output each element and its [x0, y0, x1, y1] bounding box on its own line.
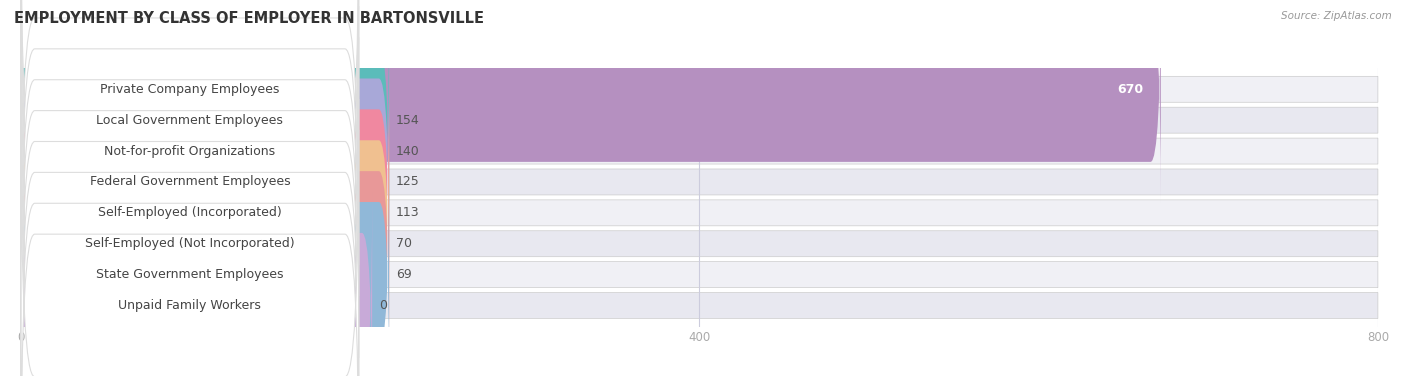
Text: 125: 125	[396, 176, 419, 188]
FancyBboxPatch shape	[21, 130, 359, 376]
FancyBboxPatch shape	[18, 100, 389, 326]
FancyBboxPatch shape	[21, 0, 359, 327]
FancyBboxPatch shape	[21, 138, 1378, 164]
Text: Federal Government Employees: Federal Government Employees	[90, 176, 290, 188]
Text: State Government Employees: State Government Employees	[96, 268, 284, 281]
FancyBboxPatch shape	[18, 193, 373, 376]
Text: Unpaid Family Workers: Unpaid Family Workers	[118, 299, 262, 312]
FancyBboxPatch shape	[21, 262, 1378, 288]
Text: EMPLOYMENT BY CLASS OF EMPLOYER IN BARTONSVILLE: EMPLOYMENT BY CLASS OF EMPLOYER IN BARTO…	[14, 11, 484, 26]
Text: Source: ZipAtlas.com: Source: ZipAtlas.com	[1281, 11, 1392, 21]
FancyBboxPatch shape	[21, 231, 1378, 257]
FancyBboxPatch shape	[21, 200, 1378, 226]
FancyBboxPatch shape	[18, 38, 389, 264]
Text: Local Government Employees: Local Government Employees	[97, 114, 283, 127]
FancyBboxPatch shape	[21, 76, 1378, 102]
FancyBboxPatch shape	[18, 162, 389, 376]
Text: Self-Employed (Incorporated): Self-Employed (Incorporated)	[98, 206, 281, 219]
Text: 154: 154	[396, 114, 419, 127]
Text: 670: 670	[1118, 83, 1144, 96]
FancyBboxPatch shape	[21, 169, 1378, 195]
FancyBboxPatch shape	[21, 107, 1378, 133]
FancyBboxPatch shape	[21, 0, 359, 265]
FancyBboxPatch shape	[21, 0, 359, 296]
FancyBboxPatch shape	[18, 8, 389, 233]
Text: 70: 70	[396, 237, 412, 250]
FancyBboxPatch shape	[21, 293, 1378, 318]
FancyBboxPatch shape	[21, 6, 359, 358]
Text: Not-for-profit Organizations: Not-for-profit Organizations	[104, 144, 276, 158]
FancyBboxPatch shape	[18, 0, 1161, 202]
Text: 113: 113	[396, 206, 419, 219]
Text: Self-Employed (Not Incorporated): Self-Employed (Not Incorporated)	[84, 237, 295, 250]
FancyBboxPatch shape	[18, 69, 389, 295]
FancyBboxPatch shape	[21, 37, 359, 376]
Text: 69: 69	[396, 268, 412, 281]
Text: 140: 140	[396, 144, 419, 158]
FancyBboxPatch shape	[21, 99, 359, 376]
FancyBboxPatch shape	[21, 68, 359, 376]
FancyBboxPatch shape	[18, 131, 389, 356]
Text: 0: 0	[380, 299, 387, 312]
Text: Private Company Employees: Private Company Employees	[100, 83, 280, 96]
